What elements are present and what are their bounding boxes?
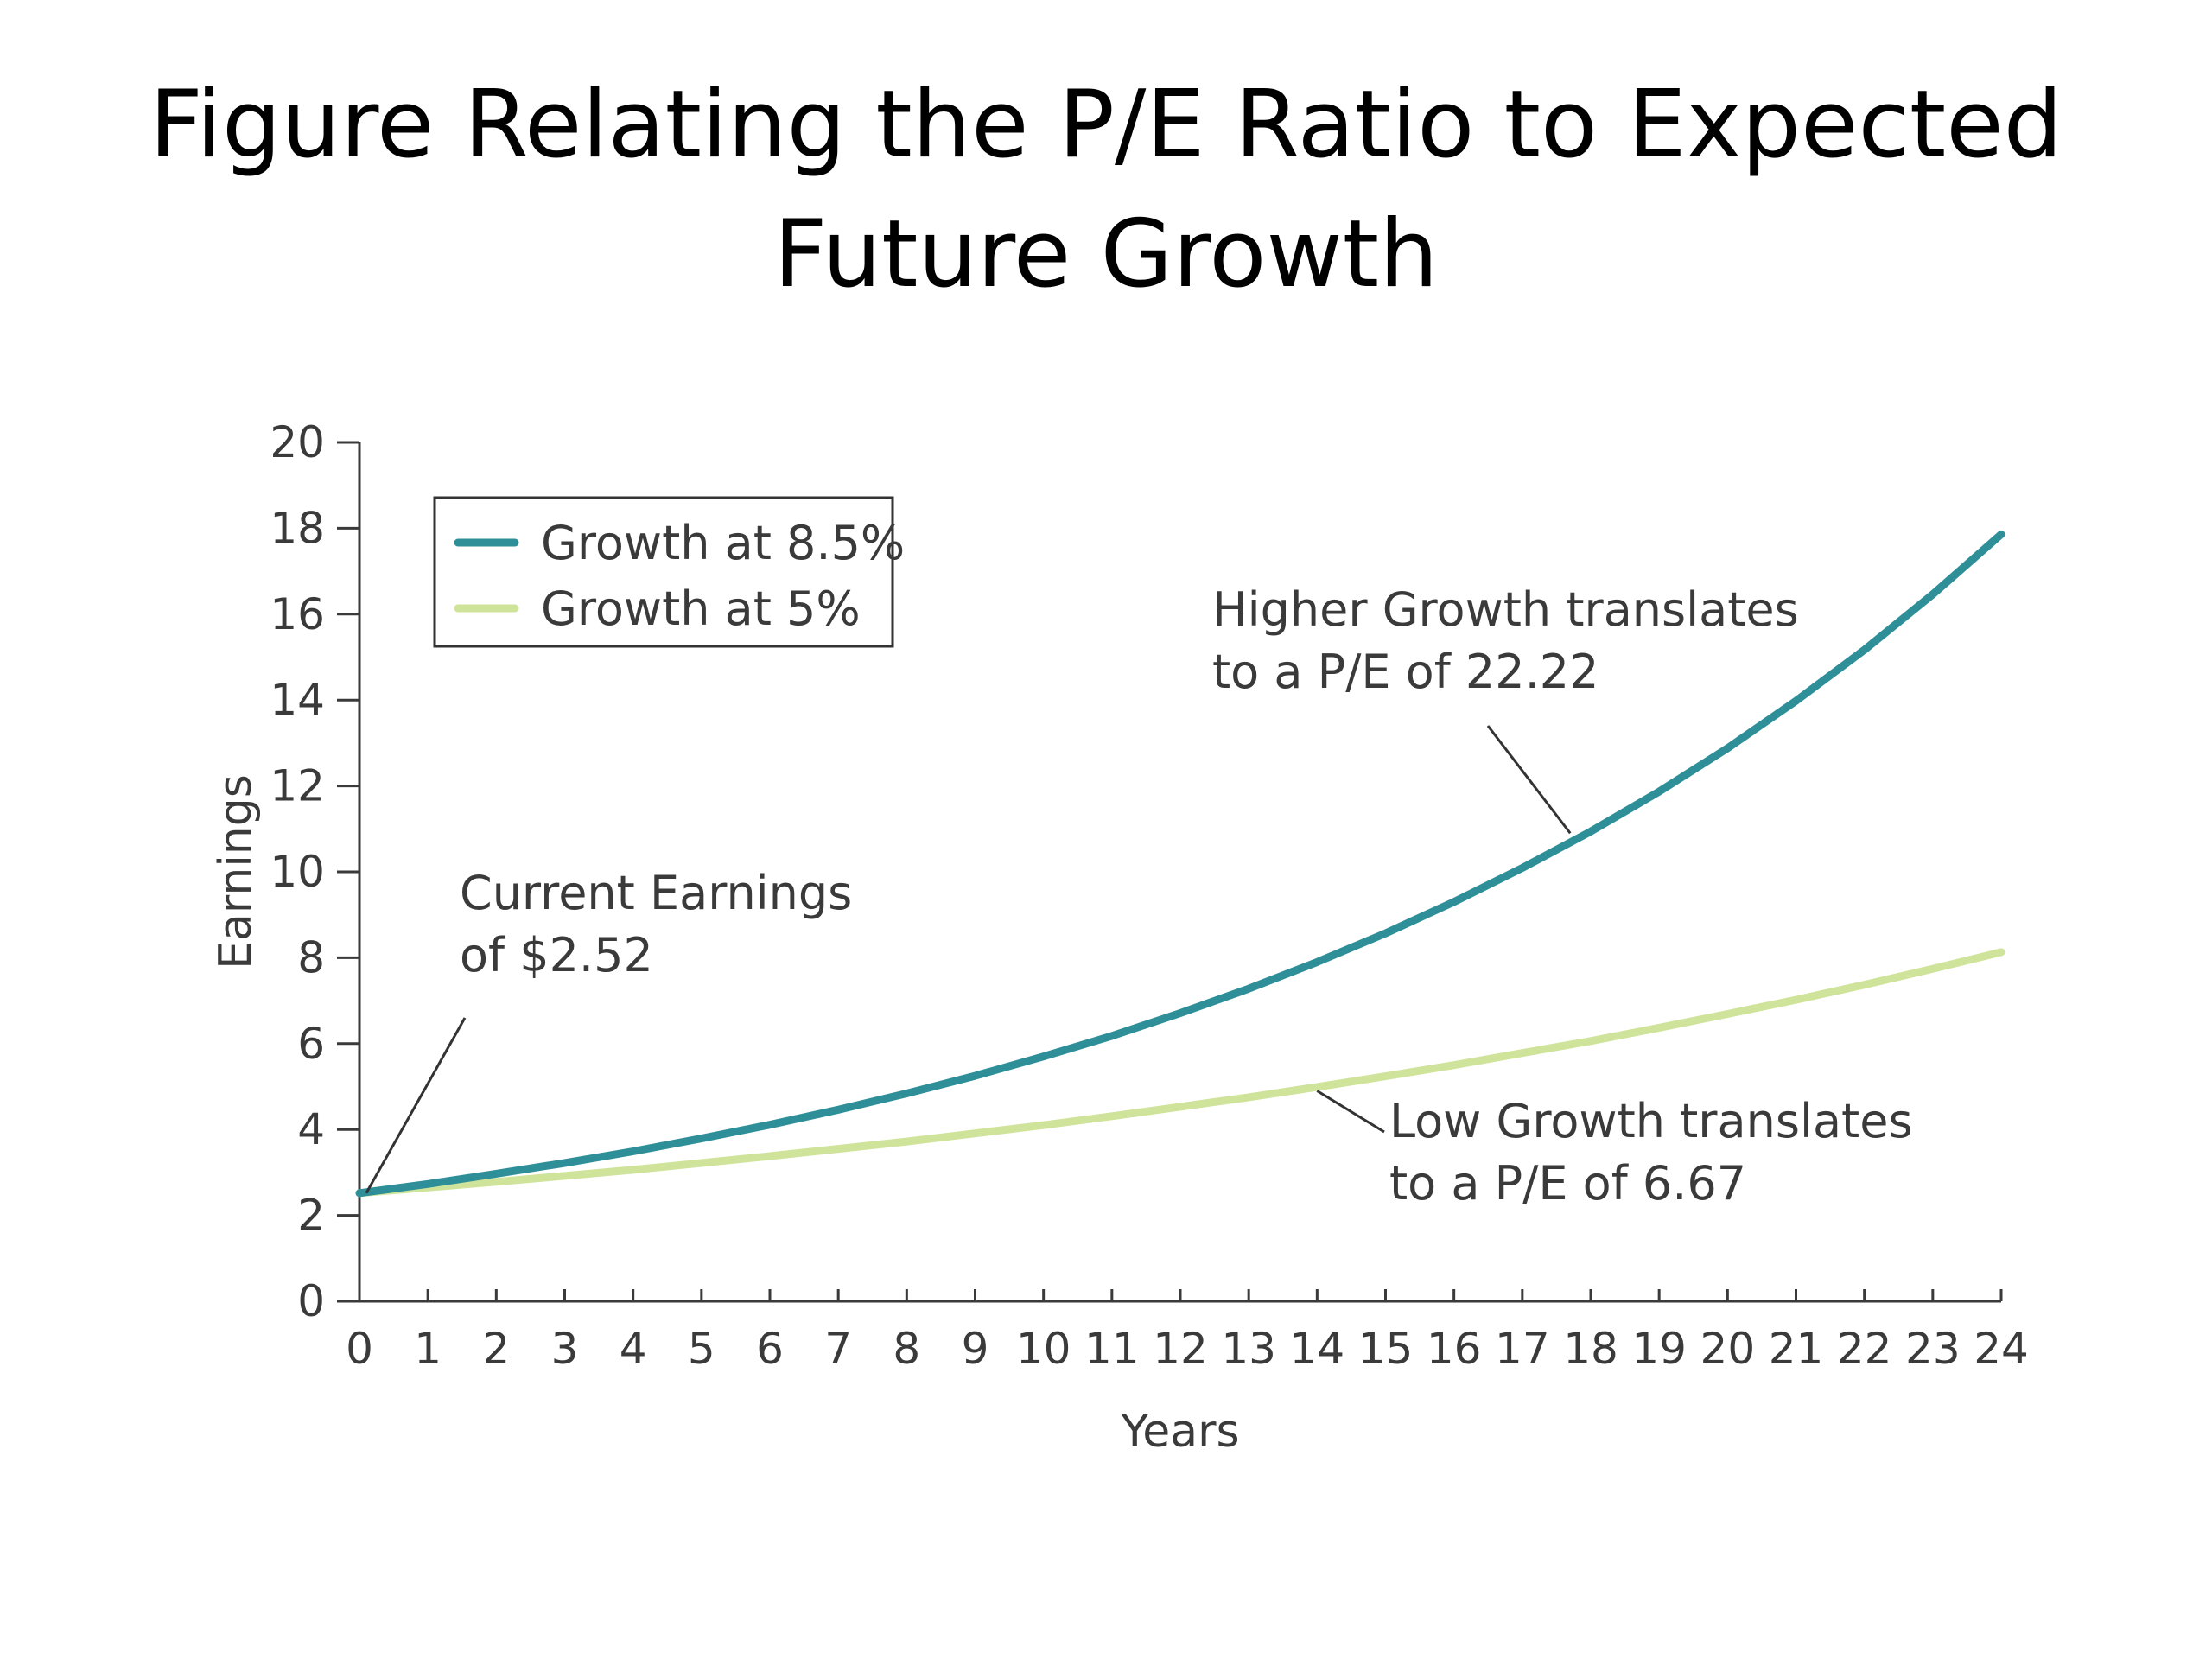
- legend-label-1: Growth at 5%: [541, 582, 861, 636]
- x-tick-label: 11: [1084, 1324, 1140, 1374]
- annotation-current-line: of $2.52: [460, 928, 653, 982]
- x-tick-label: 18: [1563, 1324, 1618, 1374]
- x-tick-label: 19: [1631, 1324, 1687, 1374]
- x-tick-label: 12: [1153, 1324, 1208, 1374]
- series-line-1: [355, 948, 2005, 1198]
- series-line-0: [355, 530, 2005, 1198]
- x-tick-label: 14: [1290, 1324, 1345, 1374]
- annotation-low-text: Low Growth translates to a P/E of 6.67: [1389, 1094, 1913, 1211]
- annotation-current-leader: [365, 1017, 467, 1194]
- x-tick-label: 2: [482, 1324, 510, 1374]
- y-axis-title: Earnings: [210, 774, 262, 969]
- annotation-low-line: Low Growth translates: [1389, 1094, 1913, 1148]
- x-tick-label: 3: [551, 1324, 579, 1374]
- annotation-high-text: Higher Growth translates to a P/E of 22.2…: [1212, 582, 1799, 699]
- slide-title-line-2: Future Growth: [773, 200, 1439, 308]
- x-tick-label: 23: [1905, 1324, 1961, 1374]
- y-tick-label: 0: [297, 1276, 325, 1326]
- x-tick-label: 20: [1700, 1324, 1756, 1374]
- x-tick-label: 9: [962, 1324, 989, 1374]
- slide-title-line-1: Figure Relating the P/E Ratio to Expecte…: [149, 71, 2063, 179]
- annotation-low-line: to a P/E of 6.67: [1389, 1156, 1746, 1211]
- x-tick-label: 5: [688, 1324, 715, 1374]
- x-tick-label: 17: [1495, 1324, 1550, 1374]
- legend-box: [433, 496, 894, 648]
- axes: 0 1 2 3 4 5 6 7 8 9 10 11 12 13 14 15 16 17 18 19 20 21 22 23 24…: [210, 417, 2029, 1458]
- y-tick-label: 12: [270, 761, 325, 811]
- x-tick-label: 21: [1769, 1324, 1824, 1374]
- series-lines: [355, 530, 2005, 1198]
- annotation-low-leader: [1316, 1090, 1385, 1134]
- annotation-high-leader: [1486, 725, 1572, 835]
- x-tick-label: 13: [1221, 1324, 1276, 1374]
- y-tick-label: 6: [297, 1019, 325, 1069]
- y-tick-label: 2: [297, 1191, 325, 1241]
- x-tick-label: 16: [1427, 1324, 1482, 1374]
- x-tick-label: 1: [414, 1324, 442, 1374]
- x-tick-label: 22: [1837, 1324, 1892, 1374]
- slide-title: Figure Relating the P/E Ratio to Expecte…: [0, 60, 2212, 320]
- y-tick-label: 18: [270, 503, 325, 553]
- annotation-current-text: Current Earnings of $2.52: [460, 866, 852, 982]
- x-tick-label: 6: [756, 1324, 784, 1374]
- y-tick-label: 10: [270, 847, 325, 897]
- x-tick-label: 24: [1974, 1324, 2029, 1374]
- y-tick-label: 4: [297, 1104, 325, 1154]
- x-tick-label: 15: [1358, 1324, 1414, 1374]
- x-tick-label: 10: [1016, 1324, 1071, 1374]
- annotation-high-line: Higher Growth translates: [1212, 582, 1799, 637]
- y-tick-label: 16: [270, 589, 325, 639]
- annotation-high-line: to a P/E of 22.22: [1212, 645, 1599, 699]
- x-tick-label: 7: [824, 1324, 852, 1374]
- x-tick-label: 4: [620, 1324, 647, 1374]
- x-tick-label: 0: [346, 1324, 373, 1374]
- annotations: Current Earnings of $2.52 Higher Growth tr…: [365, 582, 1913, 1211]
- y-tick-label: 8: [297, 932, 325, 982]
- y-tick-label: 20: [270, 417, 325, 467]
- legend-label-0: Growth at 8.5%: [541, 516, 905, 570]
- x-tick-label: 8: [893, 1324, 920, 1374]
- annotation-current-line: Current Earnings: [460, 866, 852, 920]
- x-axis-title: Years: [1120, 1406, 1239, 1458]
- y-tick-label: 14: [270, 675, 325, 725]
- legend: Growth at 8.5% Growth at 5%: [433, 496, 905, 648]
